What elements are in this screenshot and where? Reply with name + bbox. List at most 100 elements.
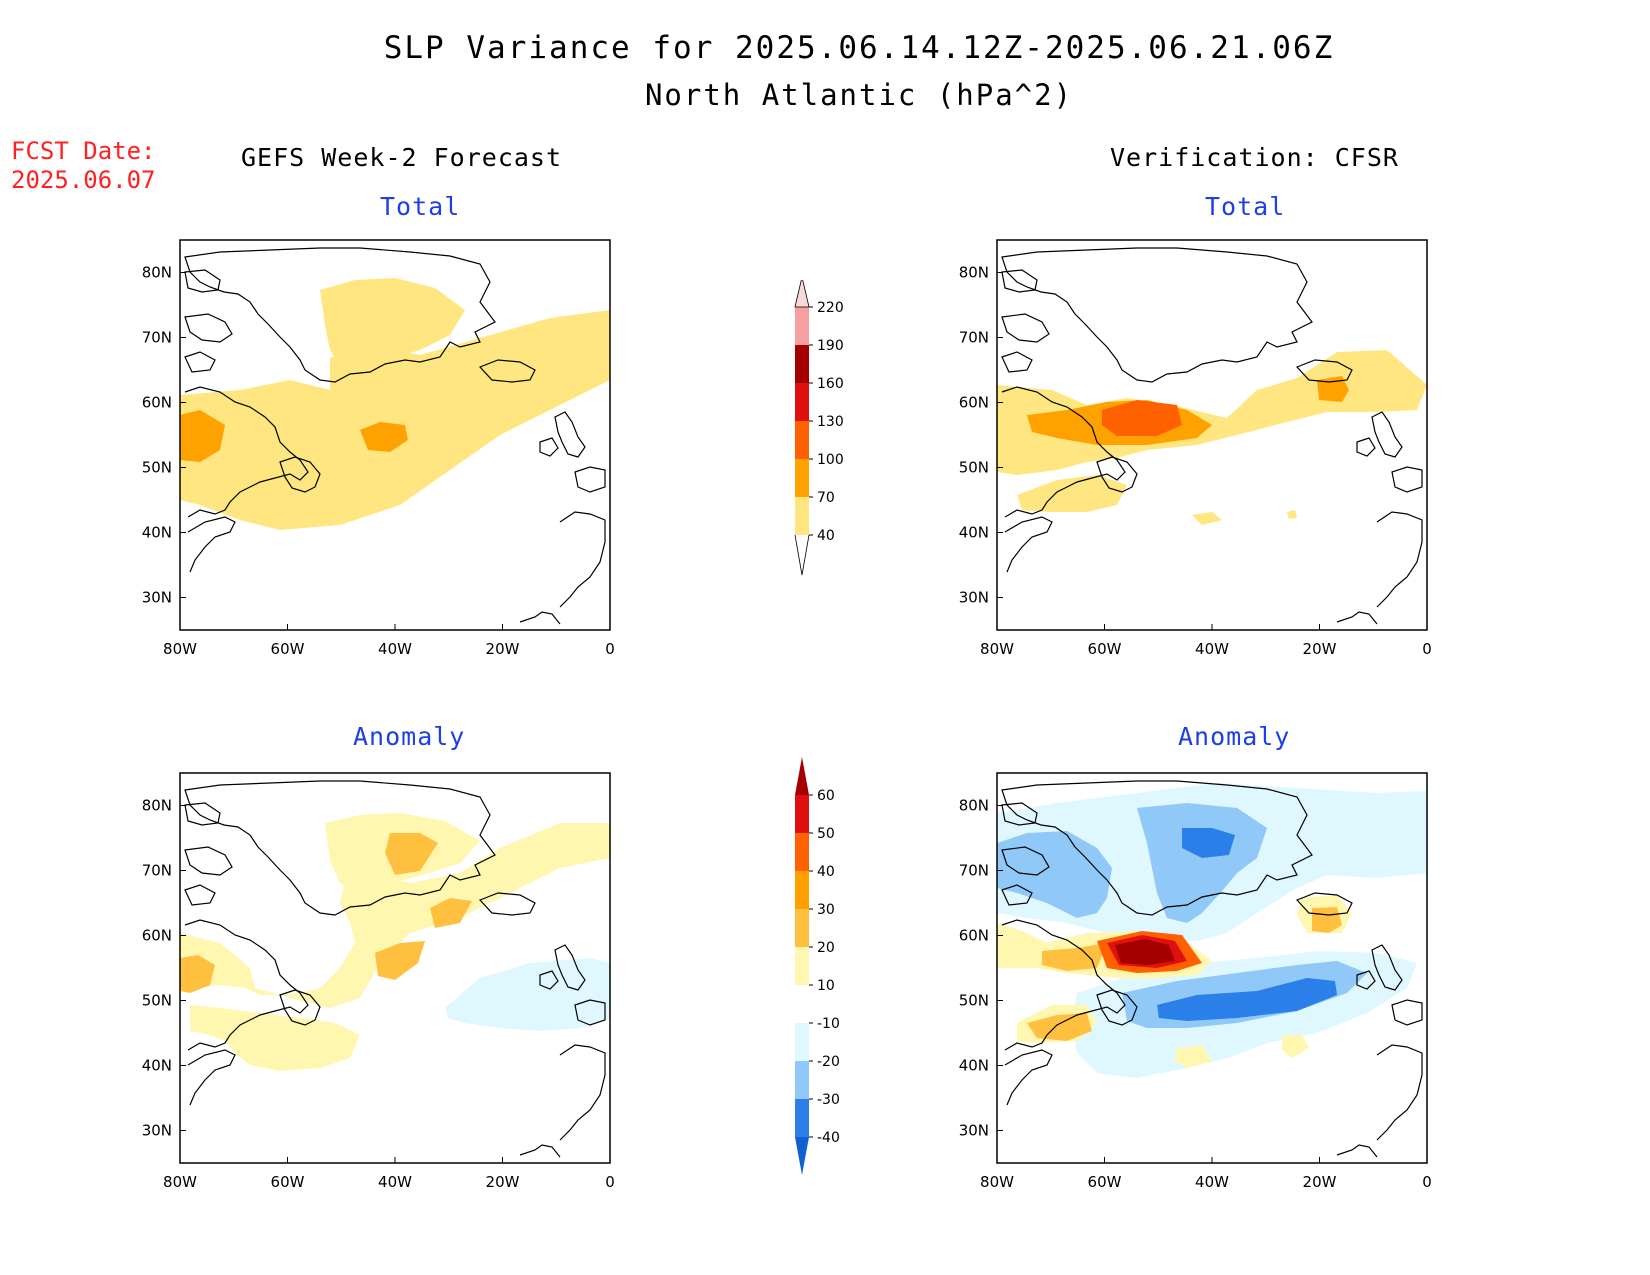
colorbar-arrow-bottom — [795, 1137, 809, 1175]
lat-tick-label: 30N — [142, 1122, 172, 1140]
map-forecast-anomaly: 80N 70N 60N 50N 40N 30N 80W 60W 40W 20W 0 — [142, 772, 615, 1192]
colorbar-tick-label: 130 — [817, 414, 844, 430]
panel-title-top-right: Total — [1205, 192, 1286, 221]
colorbar-swatch — [795, 1023, 809, 1061]
colorbar-swatch — [795, 985, 809, 1023]
lon-tick-label: 80W — [980, 1173, 1014, 1191]
colorbar-tick-label: 100 — [817, 452, 844, 468]
colorbar-swatch — [795, 345, 809, 383]
lat-tick-label: 50N — [142, 459, 172, 477]
lon-tick-label: 20W — [1303, 640, 1337, 658]
panel-title-top-left: Total — [380, 192, 461, 221]
colorbar-tick-label: 220 — [817, 300, 844, 316]
chart-subtitle: North Atlantic (hPa^2) — [644, 78, 1074, 112]
lat-tick-label: 70N — [142, 329, 172, 347]
lat-tick-label: 70N — [959, 862, 989, 880]
lat-tick-label: 50N — [959, 459, 989, 477]
panel-title-bottom-right: Anomaly — [1178, 722, 1291, 751]
lat-tick-label: 70N — [142, 862, 172, 880]
lon-tick-label: 60W — [271, 1173, 305, 1191]
lat-tick-label: 40N — [959, 524, 989, 542]
colorbar-tick-label: 50 — [817, 826, 835, 842]
colorbar-tick-label: -10 — [817, 1016, 840, 1032]
lat-tick-label: 50N — [959, 992, 989, 1010]
colorbar-swatch — [795, 383, 809, 421]
lat-tick-label: 60N — [142, 394, 172, 412]
lon-tick-label: 40W — [1195, 640, 1229, 658]
lon-tick-label: 80W — [163, 640, 197, 658]
colorbar-tick-label: 20 — [817, 940, 835, 956]
colorbar-swatch — [795, 795, 809, 833]
map-forecast-total: 80N 70N 60N 50N 40N 30N 80W 60W 40W 20W 0 — [142, 239, 615, 659]
lon-tick-label: 0 — [605, 640, 615, 658]
colorbar-tick-label: 40 — [817, 528, 835, 544]
colorbar-tick-label: 160 — [817, 376, 844, 392]
colorbar-swatch — [795, 947, 809, 985]
forecast-date-value: 2025.06.07 — [11, 166, 156, 194]
map-verification-anomaly: 80N 70N 60N 50N 40N 30N 80W 60W 40W 20W 0 — [959, 772, 1432, 1192]
axis-labels-verification-total: 80N 70N 60N 50N 40N 30N 80W 60W 40W 20W 0 — [959, 264, 1432, 659]
colorbar-swatch — [795, 421, 809, 459]
lat-tick-label: 50N — [142, 992, 172, 1010]
lat-tick-label: 30N — [142, 589, 172, 607]
colorbar-swatch — [795, 1061, 809, 1099]
lon-tick-label: 40W — [1195, 1173, 1229, 1191]
axis-labels-verification-anomaly: 80N 70N 60N 50N 40N 30N 80W 60W 40W 20W 0 — [959, 797, 1432, 1192]
lat-tick-label: 60N — [142, 927, 172, 945]
lon-tick-label: 0 — [1422, 1173, 1432, 1191]
colorbar-tick-label: -20 — [817, 1054, 840, 1070]
colorbar-swatch — [795, 307, 809, 345]
lon-tick-label: 60W — [1088, 640, 1122, 658]
lon-tick-label: 20W — [486, 640, 520, 658]
lat-tick-label: 30N — [959, 589, 989, 607]
lon-tick-label: 60W — [1088, 1173, 1122, 1191]
axis-labels-forecast-anomaly: 80N 70N 60N 50N 40N 30N 80W 60W 40W 20W 0 — [142, 797, 615, 1192]
lon-tick-label: 60W — [271, 640, 305, 658]
colorbar-anomaly: -40 -30 -20 -10 10 20 30 40 50 60 — [795, 757, 840, 1175]
colorbar-swatch — [795, 909, 809, 947]
lon-tick-label: 0 — [1422, 640, 1432, 658]
lon-tick-label: 80W — [980, 640, 1014, 658]
lat-tick-label: 40N — [142, 524, 172, 542]
map-verification-total: 80N 70N 60N 50N 40N 30N 80W 60W 40W 20W 0 — [959, 239, 1432, 659]
colorbar-arrow-bottom — [794, 534, 810, 576]
colorbar-total: 40 70 100 130 160 190 220 — [794, 280, 844, 576]
colorbar-tick-label: 70 — [817, 490, 835, 506]
lat-tick-label: 40N — [142, 1057, 172, 1075]
colorbar-tick-label: 10 — [817, 978, 835, 994]
colorbar-swatch — [795, 459, 809, 497]
colorbar-tick-label: 40 — [817, 864, 835, 880]
colorbar-tick-label: -40 — [817, 1130, 840, 1146]
lon-tick-label: 20W — [486, 1173, 520, 1191]
colorbar-arrow-top — [794, 280, 810, 308]
colorbar-arrow-top — [795, 757, 809, 795]
lat-tick-label: 60N — [959, 394, 989, 412]
colorbar-tick-label: 30 — [817, 902, 835, 918]
lat-tick-label: 70N — [959, 329, 989, 347]
chart-title: SLP Variance for 2025.06.14.12Z-2025.06.… — [383, 30, 1335, 66]
right-column-title: Verification: CFSR — [1110, 143, 1399, 172]
lon-tick-label: 40W — [378, 1173, 412, 1191]
lat-tick-label: 30N — [959, 1122, 989, 1140]
lon-tick-label: 0 — [605, 1173, 615, 1191]
colorbar-swatch — [795, 871, 809, 909]
colorbar-swatch — [795, 497, 809, 535]
colorbar-tick-label: -30 — [817, 1092, 840, 1108]
lat-tick-label: 40N — [959, 1057, 989, 1075]
forecast-date-label: FCST Date: — [11, 137, 156, 165]
axis-labels-forecast-total: 80N 70N 60N 50N 40N 30N 80W 60W 40W 20W 0 — [142, 264, 615, 659]
lon-tick-label: 80W — [163, 1173, 197, 1191]
lat-tick-label: 80N — [959, 797, 989, 815]
left-column-title: GEFS Week-2 Forecast — [241, 143, 563, 172]
colorbar-tick-label: 60 — [817, 788, 835, 804]
panel-title-bottom-left: Anomaly — [353, 722, 466, 751]
lon-tick-label: 40W — [378, 640, 412, 658]
lat-tick-label: 80N — [959, 264, 989, 282]
lat-tick-label: 80N — [142, 264, 172, 282]
lat-tick-label: 80N — [142, 797, 172, 815]
lon-tick-label: 20W — [1303, 1173, 1337, 1191]
colorbar-swatch — [795, 1099, 809, 1137]
colorbar-tick-label: 190 — [817, 338, 844, 354]
colorbar-swatch — [795, 833, 809, 871]
lat-tick-label: 60N — [959, 927, 989, 945]
